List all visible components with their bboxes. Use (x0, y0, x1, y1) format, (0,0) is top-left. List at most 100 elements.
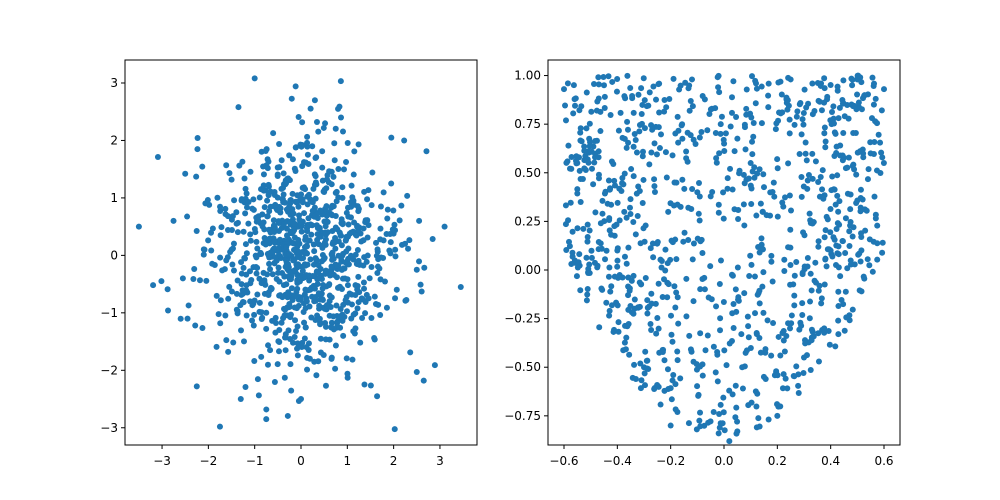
scatter-point (791, 292, 798, 299)
scatter-point (820, 195, 827, 202)
scatter-point (215, 311, 222, 318)
scatter-point (250, 322, 257, 329)
scatter-point (796, 151, 803, 157)
scatter-point (301, 244, 308, 251)
scatter-point (247, 231, 254, 238)
scatter-point (279, 294, 286, 301)
scatter-point (715, 209, 722, 216)
scatter-point (875, 131, 882, 138)
scatter-point (268, 285, 275, 292)
scatter-point (223, 337, 230, 344)
scatter-point (581, 143, 588, 150)
scatter-point (776, 109, 783, 116)
scatter-point (217, 203, 224, 210)
scatter-point (815, 238, 822, 245)
scatter-point (577, 137, 584, 144)
scatter-point (712, 130, 719, 137)
scatter-point (874, 240, 881, 247)
scatter-point (601, 104, 608, 111)
scatter-point (741, 222, 748, 229)
scatter-point (593, 137, 600, 144)
scatter-point (314, 215, 321, 222)
scatter-point (809, 80, 816, 87)
scatter-point (264, 197, 271, 204)
scatter-point (251, 311, 258, 318)
scatter-point (441, 223, 448, 230)
scatter-point (334, 284, 341, 291)
scatter-point (300, 308, 307, 315)
scatter-point (570, 82, 577, 89)
scatter-point (260, 182, 267, 189)
scatter-point (795, 389, 802, 396)
y-tick-label: 0.50 (514, 166, 541, 180)
scatter-point (191, 266, 198, 272)
scatter-point (833, 242, 840, 249)
scatter-point (608, 283, 615, 290)
scatter-point (562, 202, 569, 209)
scatter-point (271, 245, 278, 252)
scatter-point (276, 164, 283, 171)
scatter-point (262, 237, 269, 244)
scatter-point (604, 200, 611, 207)
scatter-point (262, 281, 269, 288)
scatter-point (315, 275, 322, 282)
scatter-point (835, 251, 842, 258)
scatter-point (346, 290, 353, 297)
scatter-point (574, 186, 581, 193)
scatter-point (811, 107, 818, 114)
scatter-point (741, 121, 748, 128)
scatter-point (627, 196, 634, 203)
scatter-point (642, 274, 649, 281)
scatter-point (746, 272, 753, 279)
scatter-point (304, 201, 311, 208)
scatter-point (242, 185, 249, 192)
scatter-point (230, 339, 237, 346)
scatter-point (793, 113, 800, 120)
scatter-point (374, 263, 381, 270)
scatter-point (322, 267, 329, 274)
scatter-point (799, 116, 806, 123)
scatter-point (628, 166, 635, 173)
scatter-point (564, 80, 571, 87)
scatter-point (733, 430, 740, 437)
scatter-point (150, 282, 157, 289)
scatter-point (312, 173, 319, 180)
scatter-point (805, 172, 812, 179)
scatter-point (339, 184, 346, 191)
scatter-point (340, 166, 347, 173)
scatter-point (627, 85, 634, 92)
scatter-point (760, 373, 767, 380)
x-tick-label: 1 (343, 454, 351, 468)
scatter-point (216, 423, 223, 430)
scatter-point (786, 192, 793, 199)
scatter-point (687, 132, 694, 139)
y-tick-label: 1.00 (514, 69, 541, 83)
right-x-axis: −0.6 −0.4 −0.2 0.0 0.2 0.4 0.6 (549, 445, 894, 468)
scatter-point (588, 165, 595, 172)
scatter-point (275, 220, 282, 226)
scatter-point (804, 177, 811, 184)
scatter-point (346, 230, 353, 237)
scatter-point (760, 269, 767, 276)
scatter-point (233, 306, 240, 313)
scatter-point (847, 206, 854, 213)
scatter-point (254, 264, 261, 271)
scatter-point (601, 82, 607, 89)
scatter-point (335, 194, 342, 201)
scatter-point (266, 260, 273, 267)
scatter-point (599, 197, 606, 204)
scatter-point (323, 176, 330, 183)
scatter-point (799, 269, 806, 276)
scatter-point (635, 183, 642, 190)
scatter-point (821, 124, 828, 131)
scatter-point (304, 139, 311, 146)
scatter-point (731, 148, 738, 155)
scatter-point (384, 215, 391, 222)
scatter-point (352, 292, 359, 299)
scatter-point (795, 382, 802, 389)
scatter-point (581, 165, 588, 172)
scatter-point (720, 299, 727, 306)
scatter-point (720, 189, 727, 196)
scatter-point (830, 120, 837, 127)
scatter-point (590, 181, 597, 188)
